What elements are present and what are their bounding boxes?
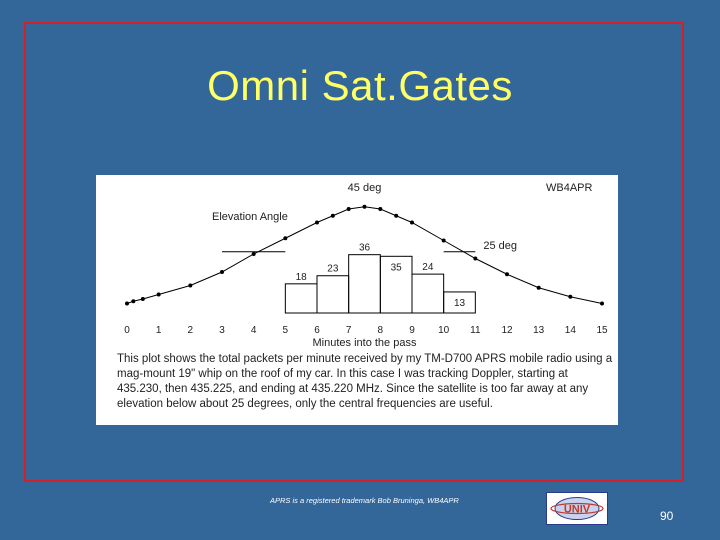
chart-panel: 18 23 36 35 24 13 0 1 2 3 4 5 6 7 8 9 10 11 12 13 14 15 Minute… xyxy=(96,175,618,425)
x-tick-label: 1 xyxy=(156,325,162,336)
curve-point xyxy=(568,294,573,299)
curve-point xyxy=(536,285,541,290)
x-tick-label: 6 xyxy=(314,325,320,336)
curve-point xyxy=(362,204,367,209)
bar xyxy=(348,254,381,314)
curve-point xyxy=(283,236,288,241)
curve-point xyxy=(330,213,335,218)
chart-credit: WB4APR xyxy=(546,182,593,194)
curve-point xyxy=(131,299,136,304)
curve-point xyxy=(600,301,604,306)
x-tick-label: 5 xyxy=(283,325,289,336)
x-tick-label: 14 xyxy=(565,325,577,336)
annotation-threshold: 25 deg xyxy=(483,240,517,252)
chart-caption: This plot shows the total packets per mi… xyxy=(117,353,613,410)
curve-point xyxy=(378,207,383,211)
x-tick-label: 10 xyxy=(438,325,450,336)
x-tick-label: 0 xyxy=(124,325,130,336)
logo: UNIV xyxy=(546,492,608,525)
curve-point xyxy=(156,292,161,297)
bar-label: 18 xyxy=(296,272,308,283)
bar xyxy=(284,283,318,314)
x-axis-label: Minutes into the pass xyxy=(313,337,417,349)
x-tick-label: 8 xyxy=(378,325,384,336)
bar-label: 13 xyxy=(454,298,466,309)
bar-label: 36 xyxy=(359,243,371,254)
curve-point xyxy=(410,220,414,225)
curve-point xyxy=(346,207,351,211)
curve-point xyxy=(251,252,256,256)
x-tick-label: 15 xyxy=(596,325,608,336)
curve-point xyxy=(188,283,193,288)
annotation-curve: Elevation Angle xyxy=(212,211,288,223)
x-tick-label: 4 xyxy=(251,325,257,336)
slide-title: Omni Sat.Gates xyxy=(207,62,513,109)
bar xyxy=(411,273,445,314)
bar-label: 23 xyxy=(327,264,339,275)
curve-point xyxy=(140,297,145,301)
curve-point xyxy=(441,238,446,243)
x-tick-label: 11 xyxy=(470,325,481,336)
bar-label: 24 xyxy=(422,262,434,273)
logo-lettering: UNIV xyxy=(564,504,591,516)
curve-point xyxy=(125,301,129,306)
curve-point xyxy=(505,272,509,277)
curve-point xyxy=(473,256,478,261)
x-tick-label: 13 xyxy=(533,325,545,336)
bar xyxy=(443,291,476,314)
curve-point xyxy=(394,213,399,218)
x-tick-label: 3 xyxy=(219,325,225,336)
logo-icon: UNIV xyxy=(550,497,604,520)
x-tick-label: 12 xyxy=(501,325,513,336)
x-tick-label: 2 xyxy=(188,325,194,336)
curve-point xyxy=(315,220,319,225)
trademark-note: APRS is a registered trademark Bob Bruni… xyxy=(270,496,459,505)
bar xyxy=(316,275,350,314)
bar-label: 35 xyxy=(391,262,403,273)
x-tick-label: 7 xyxy=(346,325,352,336)
page-number: 90 xyxy=(660,509,674,523)
curve-point xyxy=(220,270,224,274)
x-tick-label: 9 xyxy=(409,325,415,336)
annotation-peak: 45 deg xyxy=(348,182,382,194)
slide-frame xyxy=(24,22,684,482)
